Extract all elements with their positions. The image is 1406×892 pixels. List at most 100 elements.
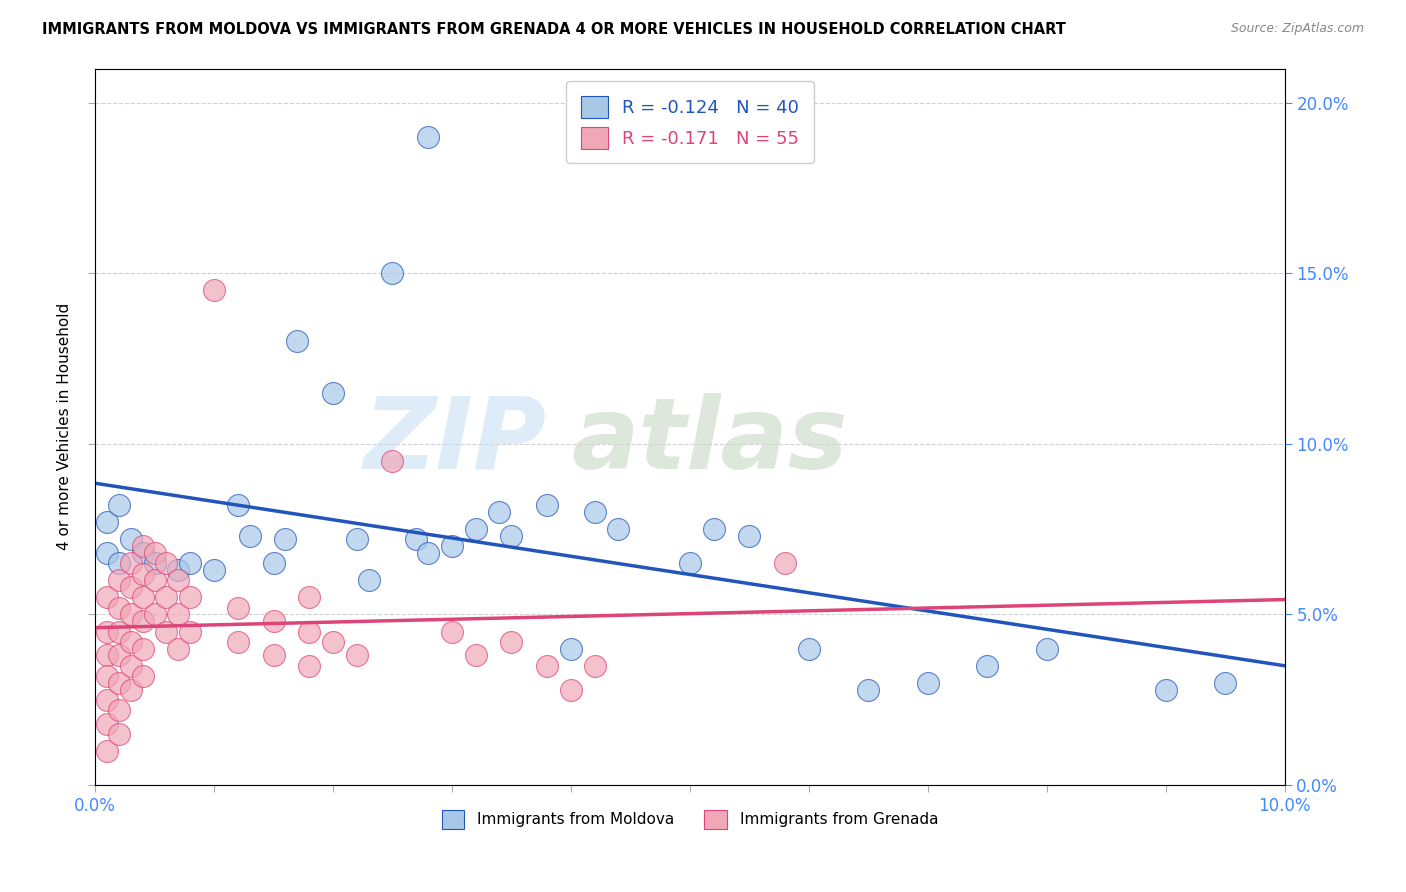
Point	[120, 658, 142, 673]
Point	[357, 574, 380, 588]
Point	[155, 624, 177, 639]
Point	[131, 566, 153, 581]
Point	[96, 591, 118, 605]
Point	[274, 533, 297, 547]
Point	[108, 675, 131, 690]
Point	[501, 529, 523, 543]
Legend: Immigrants from Moldova, Immigrants from Grenada: Immigrants from Moldova, Immigrants from…	[436, 804, 945, 835]
Point	[501, 634, 523, 648]
Point	[464, 648, 486, 663]
Point	[96, 669, 118, 683]
Point	[560, 641, 582, 656]
Point	[488, 505, 510, 519]
Point	[131, 539, 153, 553]
Point	[298, 591, 321, 605]
Point	[131, 641, 153, 656]
Point	[536, 498, 558, 512]
Point	[226, 600, 249, 615]
Point	[155, 556, 177, 570]
Point	[418, 546, 440, 560]
Point	[120, 634, 142, 648]
Point	[108, 727, 131, 741]
Point	[108, 498, 131, 512]
Point	[381, 266, 404, 280]
Point	[583, 658, 606, 673]
Point	[167, 607, 190, 622]
Point	[797, 641, 820, 656]
Point	[773, 556, 796, 570]
Point	[120, 533, 142, 547]
Point	[464, 522, 486, 536]
Point	[976, 658, 998, 673]
Point	[703, 522, 725, 536]
Text: ZIP: ZIP	[364, 392, 547, 490]
Point	[143, 556, 166, 570]
Point	[179, 624, 201, 639]
Point	[263, 615, 285, 629]
Point	[263, 648, 285, 663]
Point	[108, 556, 131, 570]
Point	[560, 682, 582, 697]
Point	[131, 669, 153, 683]
Text: atlas: atlas	[571, 392, 848, 490]
Point	[96, 516, 118, 530]
Point	[108, 574, 131, 588]
Point	[155, 591, 177, 605]
Point	[108, 624, 131, 639]
Point	[346, 533, 368, 547]
Point	[607, 522, 630, 536]
Point	[263, 556, 285, 570]
Point	[322, 634, 344, 648]
Point	[167, 563, 190, 577]
Point	[96, 744, 118, 758]
Point	[1035, 641, 1057, 656]
Point	[131, 546, 153, 560]
Point	[298, 658, 321, 673]
Point	[440, 539, 463, 553]
Point	[917, 675, 939, 690]
Point	[179, 591, 201, 605]
Point	[239, 529, 262, 543]
Point	[96, 693, 118, 707]
Point	[1213, 675, 1236, 690]
Point	[143, 546, 166, 560]
Point	[858, 682, 880, 697]
Point	[143, 574, 166, 588]
Point	[536, 658, 558, 673]
Point	[120, 580, 142, 594]
Point	[322, 385, 344, 400]
Point	[131, 591, 153, 605]
Y-axis label: 4 or more Vehicles in Household: 4 or more Vehicles in Household	[58, 303, 72, 550]
Point	[96, 546, 118, 560]
Point	[1154, 682, 1177, 697]
Point	[167, 641, 190, 656]
Point	[418, 129, 440, 144]
Point	[285, 334, 308, 349]
Point	[96, 648, 118, 663]
Point	[738, 529, 761, 543]
Point	[226, 634, 249, 648]
Point	[167, 574, 190, 588]
Text: IMMIGRANTS FROM MOLDOVA VS IMMIGRANTS FROM GRENADA 4 OR MORE VEHICLES IN HOUSEHO: IMMIGRANTS FROM MOLDOVA VS IMMIGRANTS FR…	[42, 22, 1066, 37]
Point	[108, 600, 131, 615]
Point	[143, 607, 166, 622]
Text: Source: ZipAtlas.com: Source: ZipAtlas.com	[1230, 22, 1364, 36]
Point	[96, 716, 118, 731]
Point	[179, 556, 201, 570]
Point	[298, 624, 321, 639]
Point	[120, 682, 142, 697]
Point	[131, 615, 153, 629]
Point	[440, 624, 463, 639]
Point	[120, 556, 142, 570]
Point	[202, 283, 225, 297]
Point	[202, 563, 225, 577]
Point	[120, 607, 142, 622]
Point	[96, 624, 118, 639]
Point	[381, 454, 404, 468]
Point	[108, 648, 131, 663]
Point	[108, 703, 131, 717]
Point	[583, 505, 606, 519]
Point	[226, 498, 249, 512]
Point	[346, 648, 368, 663]
Point	[405, 533, 427, 547]
